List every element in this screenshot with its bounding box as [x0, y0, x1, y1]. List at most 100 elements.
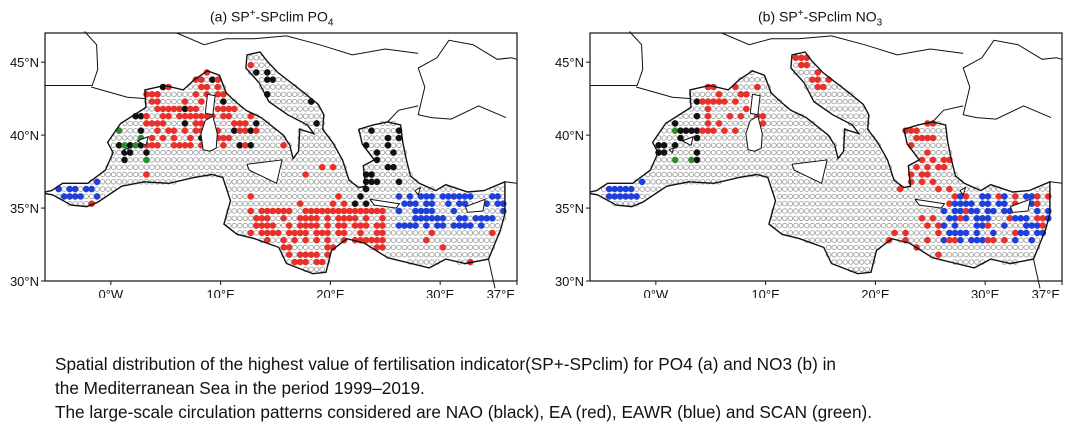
grid-point: [826, 142, 832, 148]
grid-point: [407, 230, 413, 236]
indicator-point: [940, 236, 948, 244]
grid-point: [732, 149, 739, 156]
grid-point: [793, 179, 799, 185]
grid-point: [385, 179, 391, 185]
grid-point: [303, 91, 309, 97]
grid-point: [467, 230, 473, 236]
grid-point: [451, 237, 457, 243]
grid-point: [412, 244, 419, 251]
grid-point: [281, 84, 287, 90]
grid-point: [187, 157, 194, 163]
grid-point: [489, 200, 495, 207]
grid-point: [193, 98, 199, 105]
grid-point: [412, 230, 419, 236]
indicator-point: [710, 127, 717, 134]
grid-point: [434, 230, 441, 236]
indicator-point: [165, 127, 172, 134]
grid-point: [473, 230, 479, 236]
grid-point: [462, 244, 468, 251]
indicator-point: [913, 127, 920, 134]
indicator-point: [439, 215, 447, 222]
indicator-point: [264, 69, 271, 76]
grid-point: [171, 91, 177, 97]
indicator-point: [984, 236, 992, 244]
grid-point: [434, 237, 441, 243]
indicator-point: [285, 222, 293, 229]
grid-point: [930, 237, 936, 243]
grid-point: [716, 142, 722, 148]
grid-point: [710, 149, 717, 156]
grid-point: [782, 171, 788, 178]
grid-point: [149, 113, 155, 119]
grid-point: [171, 149, 177, 156]
grid-point: [319, 222, 325, 229]
grid-point: [798, 69, 804, 76]
indicator-point: [616, 193, 624, 200]
grid-point: [286, 91, 292, 97]
lon-tick-label: 0°W: [644, 287, 669, 298]
indicator-point: [957, 229, 964, 237]
indicator-point: [962, 200, 970, 207]
grid-point: [831, 230, 837, 236]
grid-point: [716, 113, 722, 119]
grid-point: [853, 186, 859, 192]
grid-point: [897, 230, 903, 236]
grid-point: [809, 215, 815, 221]
grid-point: [418, 251, 424, 258]
grid-point: [765, 142, 772, 148]
grid-point: [401, 215, 408, 221]
grid-point: [870, 200, 876, 207]
indicator-point: [445, 193, 452, 200]
indicator-point: [247, 142, 255, 149]
grid-point: [319, 157, 325, 163]
indicator-point: [351, 215, 359, 222]
grid-point: [445, 230, 452, 236]
grid-point: [368, 193, 375, 200]
grid-point: [325, 142, 331, 148]
grid-point: [209, 84, 216, 90]
grid-point: [771, 127, 777, 134]
grid-point: [699, 113, 706, 119]
grid-point: [941, 179, 947, 185]
grid-point: [478, 193, 484, 200]
grid-point: [379, 164, 386, 170]
indicator-point: [137, 127, 145, 134]
grid-point: [275, 142, 281, 148]
grid-point: [259, 120, 265, 127]
indicator-point: [401, 222, 408, 229]
grid-point: [451, 251, 457, 258]
grid-point: [401, 244, 408, 251]
grid-point: [407, 179, 413, 185]
grid-point: [231, 149, 237, 156]
grid-point: [319, 171, 325, 178]
indicator-point: [335, 193, 342, 200]
grid-point: [804, 69, 810, 76]
indicator-point: [803, 61, 811, 69]
indicator-point: [368, 178, 375, 186]
grid-point: [826, 84, 832, 90]
grid-point: [237, 193, 243, 200]
grid-point: [859, 222, 865, 229]
grid-point: [160, 179, 166, 185]
grid-point: [853, 120, 859, 127]
indicator-point: [264, 76, 271, 83]
grid-point: [429, 244, 435, 251]
grid-point: [165, 98, 172, 105]
grid-point: [721, 157, 728, 163]
grid-point: [303, 244, 309, 251]
grid-point: [738, 149, 744, 156]
grid-point: [182, 171, 188, 178]
land-boundary: [962, 39, 1063, 120]
land-boundary: [1033, 258, 1041, 289]
grid-point: [303, 135, 309, 141]
grid-point: [848, 200, 854, 207]
indicator-point: [500, 200, 507, 207]
indicator-point: [264, 207, 271, 215]
grid-point: [935, 135, 942, 141]
indicator-point: [275, 207, 282, 215]
grid-point: [886, 230, 892, 236]
indicator-point: [247, 112, 255, 120]
grid-point: [699, 157, 706, 163]
indicator-point: [285, 229, 293, 237]
indicator-point: [1001, 193, 1008, 200]
